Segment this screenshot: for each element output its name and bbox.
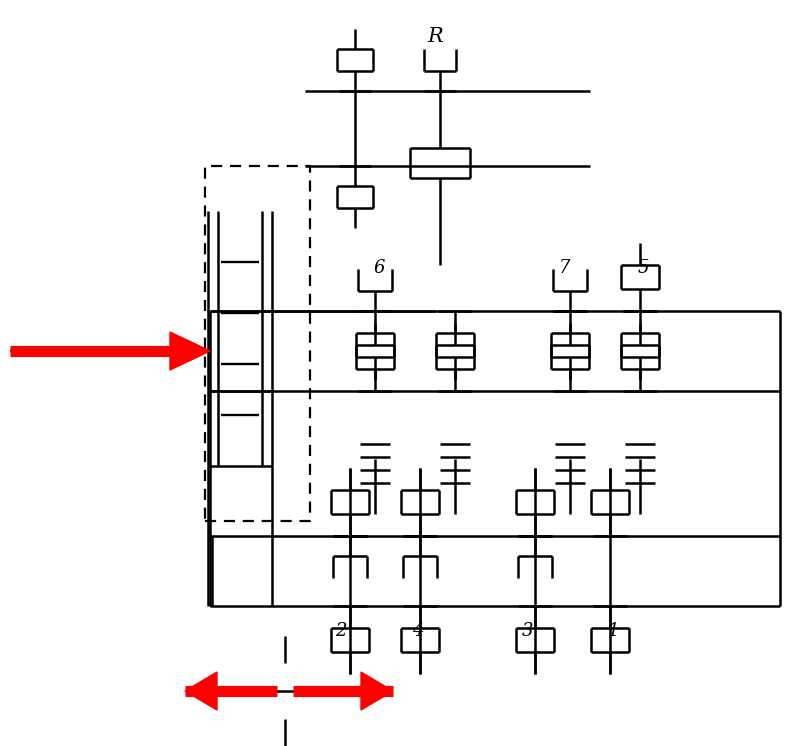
- Polygon shape: [361, 672, 393, 710]
- Text: 2: 2: [335, 622, 347, 640]
- Text: 6: 6: [373, 259, 385, 277]
- Text: 7: 7: [558, 259, 570, 277]
- Text: R: R: [427, 27, 443, 46]
- Text: 1: 1: [608, 622, 620, 640]
- Text: 5: 5: [638, 259, 650, 277]
- Polygon shape: [185, 672, 217, 710]
- Polygon shape: [170, 332, 210, 370]
- Text: 4: 4: [412, 622, 423, 640]
- Text: 3: 3: [522, 622, 533, 640]
